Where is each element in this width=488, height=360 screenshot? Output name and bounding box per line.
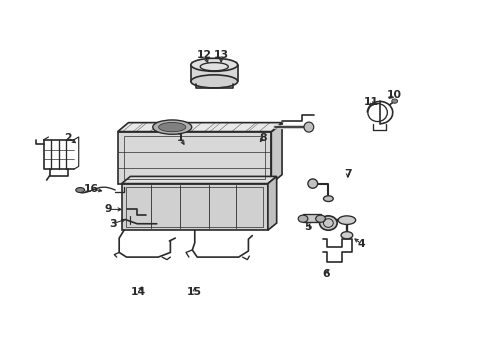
Polygon shape [118, 132, 271, 184]
Text: 3: 3 [109, 219, 117, 229]
Ellipse shape [337, 216, 355, 225]
Ellipse shape [323, 196, 332, 202]
Bar [303, 215, 320, 222]
Polygon shape [122, 184, 267, 230]
Text: 14: 14 [130, 287, 145, 297]
Polygon shape [271, 123, 282, 184]
Ellipse shape [304, 122, 313, 132]
Ellipse shape [391, 99, 397, 103]
Text: 4: 4 [357, 239, 365, 249]
Text: 6: 6 [322, 269, 329, 279]
Text: 11: 11 [363, 97, 378, 107]
Text: 15: 15 [187, 287, 202, 297]
Ellipse shape [315, 215, 325, 222]
Ellipse shape [340, 231, 352, 239]
Text: 5: 5 [304, 222, 311, 232]
Text: 8: 8 [259, 133, 266, 143]
Bar [190, 61, 237, 81]
Text: 1: 1 [176, 133, 183, 143]
Text: 13: 13 [213, 50, 228, 60]
Ellipse shape [76, 188, 84, 193]
Ellipse shape [319, 216, 336, 230]
Ellipse shape [158, 122, 185, 132]
Polygon shape [118, 123, 282, 132]
Text: 2: 2 [64, 133, 72, 143]
Ellipse shape [298, 215, 307, 222]
Ellipse shape [152, 120, 191, 134]
Ellipse shape [307, 179, 317, 188]
Text: 16: 16 [83, 184, 98, 194]
Ellipse shape [190, 58, 237, 71]
Bar [123, 136, 265, 179]
Text: 7: 7 [344, 168, 351, 179]
Polygon shape [267, 176, 276, 230]
Polygon shape [122, 176, 276, 184]
Bar [126, 187, 263, 226]
Text: 12: 12 [197, 50, 212, 60]
Text: 10: 10 [386, 90, 401, 100]
Ellipse shape [190, 75, 237, 88]
Text: 9: 9 [104, 204, 111, 215]
